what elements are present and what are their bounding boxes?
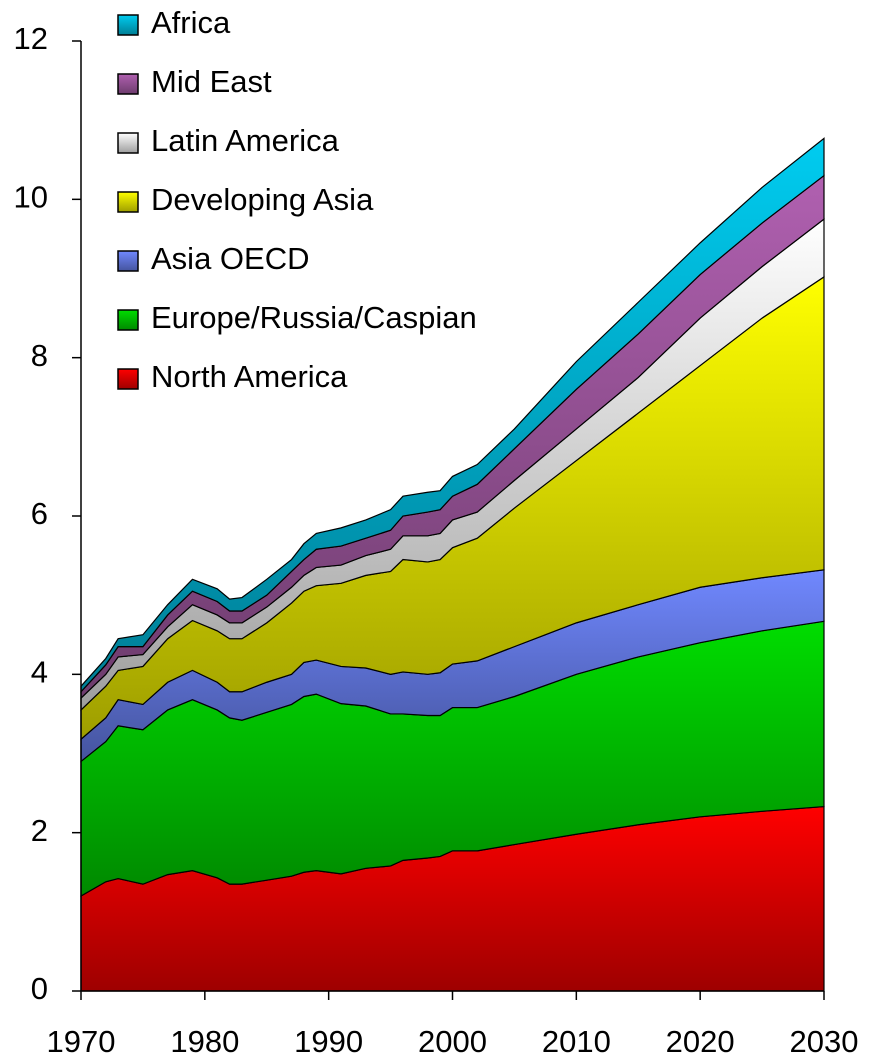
legend-swatch (117, 73, 139, 95)
x-tick-label: 1970 (47, 1024, 116, 1059)
legend-swatch (117, 368, 139, 390)
y-tick-label: 8 (31, 338, 48, 373)
area (80, 137, 825, 694)
y-tick-label: 12 (14, 21, 48, 56)
legend-swatch (117, 250, 139, 272)
legend-swatch (117, 14, 139, 36)
legend-label: Europe/Russia/Caspian (151, 300, 477, 335)
x-tick-label: 2010 (542, 1024, 611, 1059)
legend-label: Asia OECD (151, 241, 309, 276)
legend-swatch (117, 191, 139, 213)
x-tick-label: 2030 (790, 1024, 859, 1059)
legend-label: North America (151, 359, 348, 394)
y-tick-label: 4 (31, 655, 48, 690)
x-tick-label: 1980 (170, 1024, 239, 1059)
x-tick-label: 2000 (418, 1024, 487, 1059)
legend-label: Mid East (151, 64, 272, 99)
y-tick-label: 2 (31, 813, 48, 848)
legend-swatch (117, 309, 139, 331)
legend-label: Latin America (151, 123, 340, 158)
y-tick-label: 6 (31, 496, 48, 531)
y-tick-label: 10 (14, 180, 48, 215)
legend-label: Africa (151, 5, 231, 40)
legend-label: Developing Asia (151, 182, 374, 217)
x-tick-label: 1990 (294, 1024, 363, 1059)
x-tick-label: 2020 (666, 1024, 735, 1059)
legend-swatch (117, 132, 139, 154)
y-tick-label: 0 (31, 971, 48, 1006)
